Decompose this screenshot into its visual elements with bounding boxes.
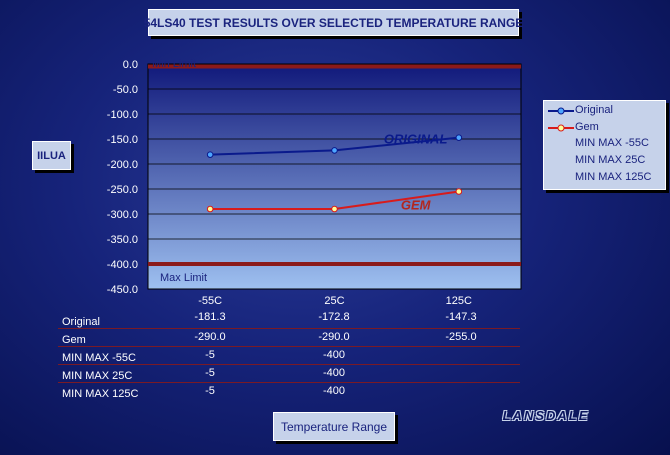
y-tick-label: -100.0 — [107, 109, 138, 121]
legend-item-original: Original — [544, 103, 665, 119]
table-row-label-min-max-125c: MIN MAX 125C — [62, 388, 139, 400]
legend-label: Gem — [575, 121, 599, 133]
table-cell: -290.0 — [194, 331, 226, 343]
table-row-label-min-max-55c: MIN MAX -55C — [62, 352, 136, 364]
y-tick-label: -200.0 — [107, 159, 138, 171]
y-tick-label: -50.0 — [113, 84, 138, 96]
x-tick-label: 125C — [446, 295, 472, 307]
table-row-divider — [58, 364, 520, 365]
table-row-divider — [58, 346, 520, 347]
table-row-label-gem: Gem — [62, 334, 86, 346]
legend-line-gem-icon — [548, 124, 574, 132]
x-tick-label: 25C — [324, 295, 344, 307]
legend-label: MIN MAX 125C — [575, 171, 652, 183]
series-point-gem — [331, 205, 338, 213]
y-tick-label: -450.0 — [107, 284, 138, 296]
series-point-original — [455, 134, 463, 141]
series-point-gem — [206, 205, 214, 213]
legend-item-gem: Gem — [544, 120, 665, 136]
legend-item-min-max-125c: MIN MAX 125C — [544, 170, 665, 186]
series-annotation-original: ORIGINAL — [384, 132, 448, 147]
legend-item-min-max-25c: MIN MAX 25C — [544, 153, 665, 169]
table-cell: -5 — [205, 367, 215, 379]
table-cell: -400 — [322, 385, 346, 397]
x-axis-label: Temperature Range — [273, 412, 395, 441]
table-row-label-min-max-25c: MIN MAX 25C — [62, 370, 133, 382]
legend: Original Gem MIN MAX -55C MIN MAX 25C MI… — [543, 100, 666, 190]
y-axis-label: IILUA — [32, 141, 71, 170]
table-cell: -400 — [322, 367, 346, 379]
legend-label: Original — [575, 104, 613, 116]
y-tick-label: -400.0 — [107, 259, 138, 271]
legend-item-min-max-55c: MIN MAX -55C — [544, 136, 665, 152]
table-cell: -172.8 — [318, 311, 350, 323]
legend-label: MIN MAX 25C — [575, 154, 646, 166]
x-tick-label: -55C — [198, 295, 222, 307]
plot-area — [147, 63, 522, 290]
max-limit-label: Max Limit — [160, 272, 207, 284]
y-tick-label: 0.0 — [123, 59, 138, 71]
table-row-label-original: Original — [62, 316, 100, 328]
series-point-original — [206, 151, 214, 158]
y-tick-label: -150.0 — [107, 134, 138, 146]
table-cell: -181.3 — [194, 311, 226, 323]
table-cell: -255.0 — [445, 331, 477, 343]
table-cell: -5 — [205, 385, 215, 397]
table-row-divider — [58, 328, 520, 329]
y-tick-label: -300.0 — [107, 209, 138, 221]
table-cell: -290.0 — [318, 331, 350, 343]
y-tick-label: -250.0 — [107, 184, 138, 196]
series-point-gem — [455, 188, 463, 195]
legend-line-original-icon — [548, 107, 574, 115]
y-tick-label: -350.0 — [107, 234, 138, 246]
legend-label: MIN MAX -55C — [575, 137, 649, 149]
chart-title: 54LS40 TEST RESULTS OVER SELECTED TEMPER… — [144, 9, 523, 36]
table-row-divider — [58, 382, 520, 383]
table-cell: -400 — [322, 349, 346, 361]
table-cell: -5 — [205, 349, 215, 361]
series-annotation-gem: GEM — [401, 198, 432, 213]
brand-logo: LANSDALE — [502, 407, 590, 423]
min-limit-label: Min Limit — [152, 58, 196, 70]
table-cell: -147.3 — [445, 311, 477, 323]
series-point-original — [331, 147, 338, 154]
